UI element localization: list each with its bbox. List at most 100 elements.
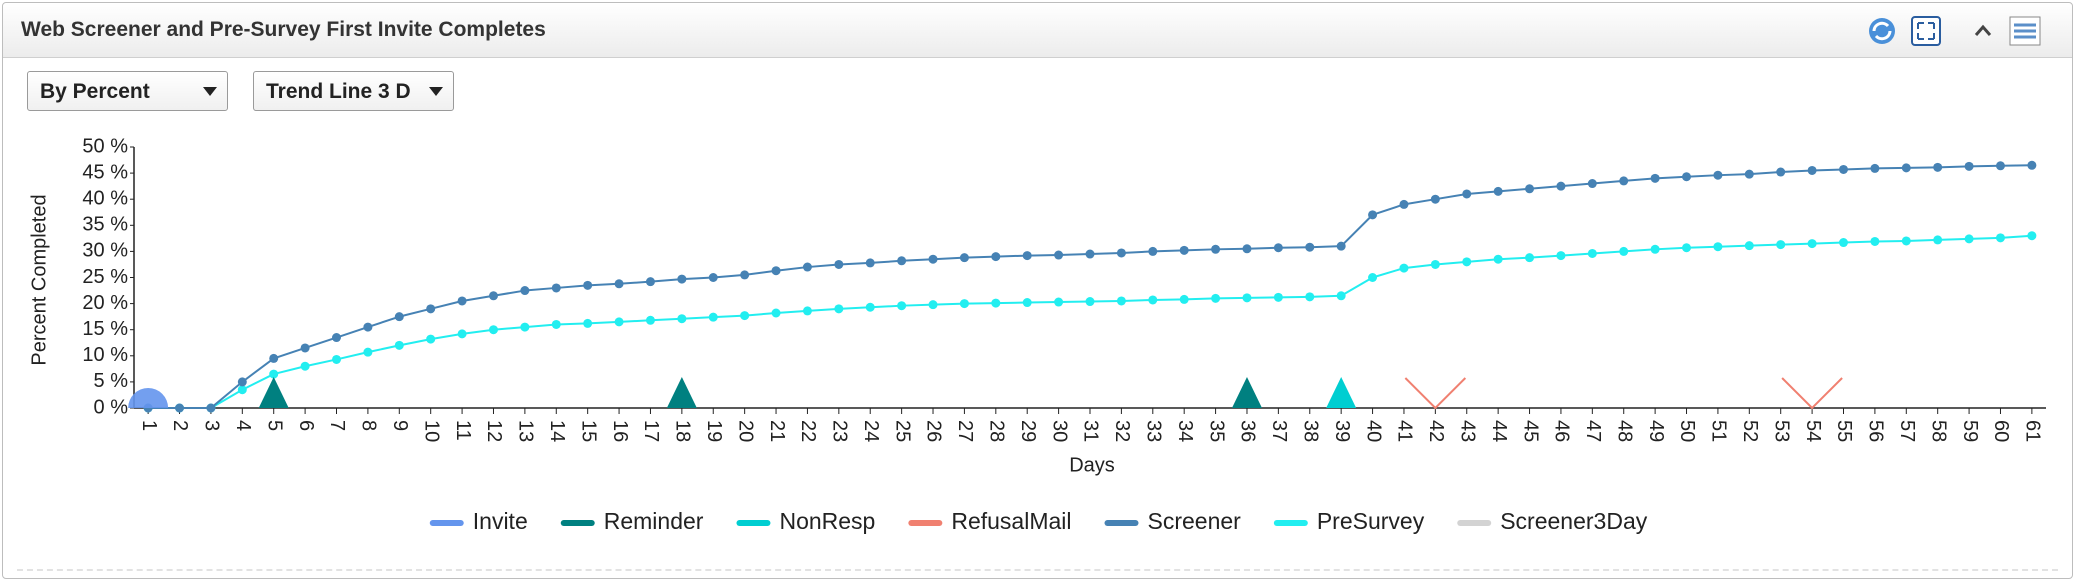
- x-tick-label: 41: [1394, 420, 1416, 442]
- data-point: [1116, 296, 1126, 306]
- data-point: [237, 377, 247, 387]
- data-point: [363, 322, 373, 332]
- data-point: [1933, 235, 1943, 245]
- x-tick-label: 54: [1802, 420, 1824, 442]
- data-point: [1713, 242, 1723, 252]
- data-point: [1430, 259, 1440, 269]
- mode-dropdown[interactable]: By Percent: [27, 71, 228, 111]
- data-point: [1336, 291, 1346, 301]
- x-tick-label: 24: [860, 420, 882, 442]
- data-point: [865, 302, 875, 312]
- data-point: [1273, 243, 1283, 253]
- x-tick-label: 15: [577, 420, 599, 442]
- data-point: [1995, 161, 2005, 171]
- data-point: [1179, 245, 1189, 255]
- x-tick-label: 25: [891, 420, 913, 442]
- legend: Invite Reminder NonResp RefusalMail Screener…: [429, 508, 1648, 534]
- data-point: [1368, 273, 1378, 282]
- data-point: [2027, 160, 2037, 170]
- event-marker: [1404, 377, 1467, 410]
- x-tick-label: 7: [326, 420, 348, 431]
- series-line: [147, 164, 2033, 409]
- data-point: [708, 312, 718, 322]
- y-tick-label: 30 %: [82, 240, 128, 262]
- event-marker: [1781, 377, 1843, 410]
- data-point: [834, 259, 844, 269]
- x-tick-label: 34: [1174, 420, 1196, 442]
- x-tick-label: 59: [1959, 420, 1981, 442]
- data-point: [1964, 161, 1974, 171]
- data-point: [1462, 189, 1472, 199]
- data-point: [834, 304, 844, 314]
- data-point: [645, 277, 655, 287]
- data-point: [1054, 250, 1064, 260]
- x-tick-label: 48: [1613, 420, 1635, 442]
- dropdown-text: Trend Line 3 D: [266, 80, 411, 103]
- data-point: [1368, 210, 1378, 220]
- data-point: [771, 308, 781, 318]
- data-point: [1211, 293, 1221, 303]
- x-tick-label: 9: [389, 420, 411, 431]
- x-tick-label: 37: [1268, 420, 1290, 442]
- data-point: [300, 343, 310, 353]
- y-tick-label: 15 %: [82, 318, 128, 340]
- panel-header: Web Screener and Pre-Survey First Invite…: [3, 3, 2072, 58]
- data-point: [457, 329, 467, 339]
- x-tick-label: 55: [1833, 420, 1855, 442]
- x-tick-label: 56: [1865, 420, 1887, 442]
- data-point: [1933, 162, 1943, 172]
- data-point: [677, 314, 687, 324]
- data-point: [1776, 240, 1786, 250]
- legend-label: Invite: [473, 508, 528, 534]
- data-point: [394, 340, 404, 350]
- menu-icon[interactable]: [2009, 16, 2041, 46]
- data-point: [520, 322, 530, 332]
- x-tick-label: 14: [546, 420, 568, 442]
- fullscreen-icon[interactable]: [1911, 16, 1941, 46]
- data-point: [1179, 294, 1189, 304]
- trend-dropdown[interactable]: Trend Line 3 D: [253, 71, 454, 111]
- data-point: [1148, 295, 1158, 305]
- y-tick-label: 0 %: [94, 396, 129, 418]
- data-point: [1619, 246, 1629, 256]
- data-point: [1148, 246, 1158, 256]
- legend-label: Screener: [1148, 508, 1242, 534]
- data-point: [1305, 292, 1315, 302]
- data-point: [1556, 251, 1566, 261]
- data-point: [426, 334, 436, 344]
- data-point: [928, 254, 938, 264]
- y-tick-label: 5 %: [94, 370, 129, 392]
- refresh-icon[interactable]: [1869, 18, 1895, 44]
- data-point: [1462, 257, 1472, 267]
- data-point: [551, 319, 561, 329]
- data-point: [583, 318, 593, 328]
- data-point: [520, 286, 530, 296]
- series-line: [147, 234, 2033, 409]
- x-tick-label: 39: [1331, 420, 1353, 442]
- event-marker: [258, 377, 289, 408]
- x-tick-label: 20: [734, 420, 756, 442]
- data-point: [1901, 163, 1911, 173]
- data-point: [991, 298, 1001, 308]
- x-tick-label: 45: [1519, 420, 1541, 442]
- data-point: [1682, 172, 1692, 182]
- x-tick-label: 31: [1080, 420, 1102, 442]
- x-tick-label: 52: [1739, 420, 1761, 442]
- x-tick-label: 29: [1017, 420, 1039, 442]
- x-tick-label: 22: [797, 420, 819, 442]
- collapse-icon[interactable]: [1974, 24, 1992, 36]
- x-tick-label: 42: [1425, 420, 1447, 442]
- data-point: [1022, 298, 1032, 308]
- header-icons: [1869, 16, 2041, 46]
- data-point: [1305, 242, 1315, 252]
- data-point: [1587, 248, 1597, 258]
- data-point: [1838, 164, 1848, 174]
- data-point: [928, 300, 938, 310]
- legend-label: RefusalMail: [951, 508, 1071, 534]
- x-tick-label: 40: [1362, 420, 1384, 442]
- x-tick-label: 4: [232, 420, 254, 431]
- data-point: [488, 325, 498, 335]
- x-tick-label: 26: [923, 420, 945, 442]
